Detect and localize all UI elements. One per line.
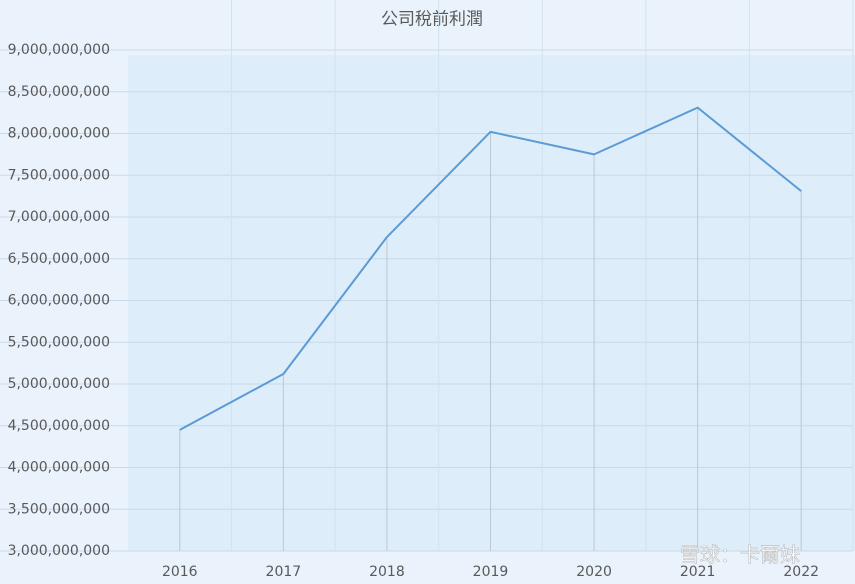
y-tick-label: 6,000,000,000 <box>8 293 110 309</box>
y-tick-label: 6,500,000,000 <box>8 251 110 267</box>
y-tick-label: 8,000,000,000 <box>8 126 110 142</box>
x-tick-label: 2019 <box>473 564 509 580</box>
x-tick-label: 2018 <box>369 564 405 580</box>
x-tick-label: 2021 <box>680 564 716 580</box>
y-tick-label: 5,500,000,000 <box>8 334 110 350</box>
y-tick-label: 7,000,000,000 <box>8 209 110 225</box>
y-tick-label: 3,000,000,000 <box>8 543 110 559</box>
plot-area <box>128 55 855 551</box>
x-tick-label: 2016 <box>162 564 198 580</box>
data-line <box>179 106 802 431</box>
y-tick-label: 9,000,000,000 <box>8 42 110 58</box>
y-tick-label: 4,500,000,000 <box>8 418 110 434</box>
x-tick-label: 2022 <box>783 564 819 580</box>
y-tick-label: 5,000,000,000 <box>8 376 110 392</box>
chart-title: 公司稅前利潤 <box>381 10 483 30</box>
x-tick-label: 2017 <box>266 564 302 580</box>
y-tick-label: 8,500,000,000 <box>8 84 110 100</box>
x-tick-label: 2020 <box>576 564 612 580</box>
y-tick-label: 3,500,000,000 <box>8 501 110 517</box>
y-tick-label: 4,000,000,000 <box>8 460 110 476</box>
watermark: 雪球：卡爾妹 <box>680 543 800 567</box>
y-tick-label: 7,500,000,000 <box>8 167 110 183</box>
